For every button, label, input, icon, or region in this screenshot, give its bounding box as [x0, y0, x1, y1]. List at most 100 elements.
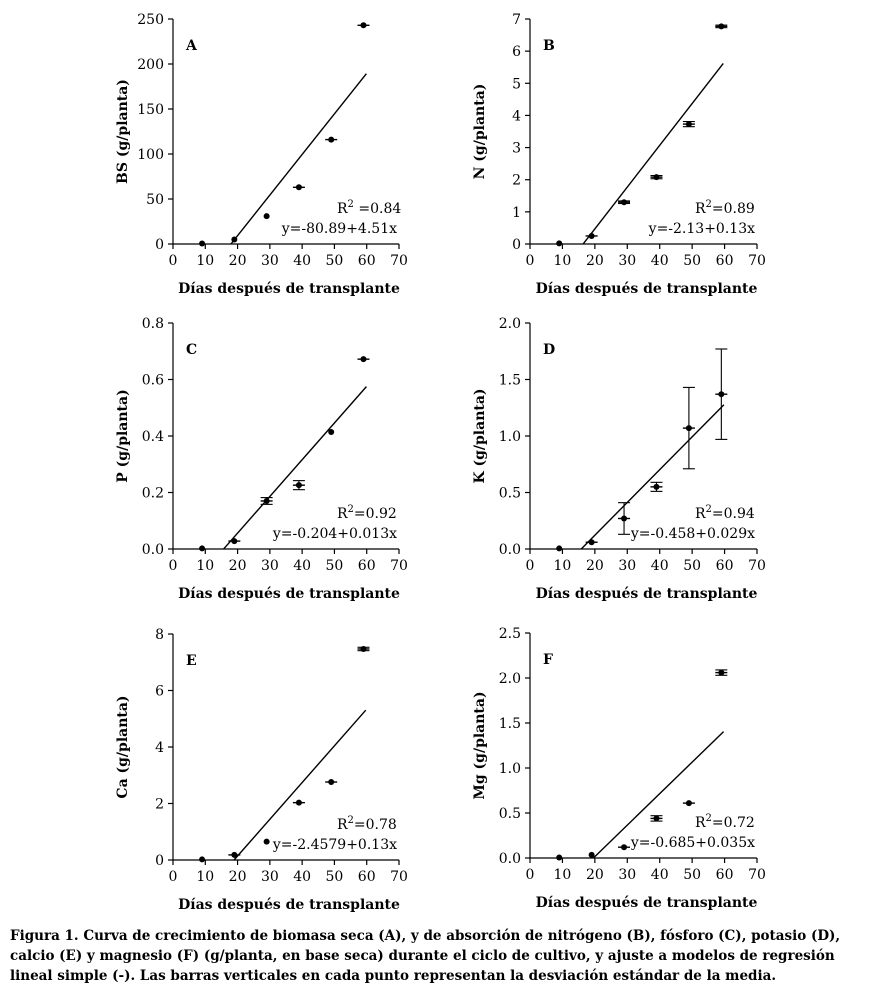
- data-point: [588, 851, 595, 858]
- x-tick-label: 40: [651, 867, 669, 883]
- x-tick-label: 10: [196, 253, 214, 269]
- panel-letter: D: [543, 342, 555, 358]
- x-tick-label: 60: [358, 253, 376, 269]
- x-tick-label: 60: [716, 253, 734, 269]
- data-point: [556, 545, 563, 552]
- y-tick-label: 2: [155, 797, 164, 813]
- data-point: [621, 515, 628, 522]
- y-tick-label: 250: [137, 12, 164, 28]
- regression-line: [230, 73, 367, 245]
- x-tick-label: 10: [554, 253, 572, 269]
- x-tick-label: 70: [748, 867, 766, 883]
- x-axis-title: Días después de transplante: [536, 281, 758, 297]
- y-tick-label: 50: [146, 192, 164, 208]
- r2-superscript: 2: [706, 199, 712, 210]
- data-point: [360, 645, 367, 652]
- r2-value: =0.89: [712, 201, 755, 217]
- r2-annotation: R2=0.78: [337, 815, 397, 833]
- y-tick-label: 1.0: [499, 761, 521, 777]
- y-tick-label: 0.2: [142, 486, 164, 502]
- r2-value: =0.78: [354, 817, 397, 833]
- y-axis-title: Ca (g/planta): [115, 695, 131, 798]
- r2-annotation: R2=0.94: [695, 504, 755, 522]
- data-point: [199, 240, 206, 247]
- y-tick-label: 2.0: [499, 316, 521, 332]
- y-tick-label: 0.5: [499, 806, 521, 822]
- regression-equation: y=-2.4579+0.13x: [272, 837, 397, 853]
- y-tick-label: 0.4: [142, 429, 164, 445]
- y-tick-label: 4: [155, 740, 164, 756]
- y-tick-label: 0: [155, 853, 164, 869]
- y-tick-label: 0: [512, 237, 521, 253]
- data-point: [328, 136, 335, 143]
- x-axis-title: Días después de transplante: [536, 586, 758, 602]
- x-tick-label: 0: [169, 253, 178, 269]
- x-axis-title: Días después de transplante: [178, 586, 400, 602]
- y-tick-label: 2: [512, 173, 521, 189]
- data-point: [231, 851, 238, 858]
- x-tick-label: 0: [169, 558, 178, 574]
- x-tick-label: 50: [683, 867, 701, 883]
- chart-panel-e: 0 10 20 30 40 50 60 70 0 2 4 6 8 Días después de tran…: [115, 627, 408, 913]
- r2-annotation: R2=0.89: [695, 199, 755, 217]
- x-tick-label: 70: [390, 558, 408, 574]
- data-point: [231, 538, 238, 545]
- regression-line: [233, 709, 367, 861]
- r2-superscript: 2: [348, 504, 354, 515]
- y-tick-label: 6: [155, 684, 164, 700]
- x-tick-label: 30: [261, 558, 279, 574]
- y-tick-label: 0.0: [142, 542, 164, 558]
- panel-letter: A: [185, 38, 198, 54]
- data-point: [621, 844, 628, 851]
- panel-letter: E: [186, 653, 197, 669]
- data-point: [588, 539, 595, 546]
- y-tick-label: 4: [512, 108, 521, 124]
- r2-superscript: 2: [706, 813, 712, 824]
- y-tick-label: 1.5: [499, 716, 521, 732]
- data-point: [556, 240, 563, 247]
- data-point: [685, 121, 692, 128]
- r2-superscript: 2: [348, 199, 354, 210]
- data-point: [685, 425, 692, 432]
- x-tick-label: 20: [229, 558, 247, 574]
- y-tick-label: 0.8: [142, 316, 164, 332]
- data-point: [360, 22, 367, 29]
- data-point: [199, 545, 206, 552]
- data-point: [263, 838, 270, 845]
- y-tick-label: 2.0: [499, 671, 521, 687]
- r2-label: R: [337, 201, 348, 217]
- r2-superscript: 2: [348, 815, 354, 826]
- data-point: [718, 669, 725, 676]
- y-tick-label: 1.5: [499, 373, 521, 389]
- r2-label: R: [695, 815, 706, 831]
- x-tick-label: 30: [618, 253, 636, 269]
- x-tick-label: 50: [683, 253, 701, 269]
- y-tick-label: 6: [512, 44, 521, 60]
- y-axis-title: BS (g/planta): [115, 79, 131, 184]
- x-tick-label: 70: [748, 558, 766, 574]
- data-point: [263, 497, 270, 504]
- data-point: [360, 356, 367, 363]
- y-tick-label: 0.5: [499, 486, 521, 502]
- y-tick-label: 7: [512, 12, 521, 28]
- x-tick-label: 60: [358, 869, 376, 885]
- regression-line: [580, 404, 725, 550]
- r2-annotation: R2=0.92: [337, 504, 397, 522]
- x-tick-label: 10: [196, 869, 214, 885]
- data-point: [328, 779, 335, 786]
- y-axis-title: K (g/planta): [472, 388, 488, 483]
- x-tick-label: 10: [196, 558, 214, 574]
- x-tick-label: 10: [554, 558, 572, 574]
- regression-equation: y=-0.685+0.035x: [630, 835, 755, 851]
- x-tick-label: 20: [229, 253, 247, 269]
- data-point: [653, 483, 660, 490]
- regression-equation: y=-0.458+0.029x: [630, 526, 755, 542]
- y-tick-label: 0.6: [142, 373, 164, 389]
- r2-label: R: [695, 506, 706, 522]
- y-tick-label: 0.0: [499, 851, 521, 867]
- x-tick-label: 40: [293, 253, 311, 269]
- r2-superscript: 2: [706, 504, 712, 515]
- data-point: [295, 482, 302, 489]
- r2-value: =0.84: [354, 201, 401, 217]
